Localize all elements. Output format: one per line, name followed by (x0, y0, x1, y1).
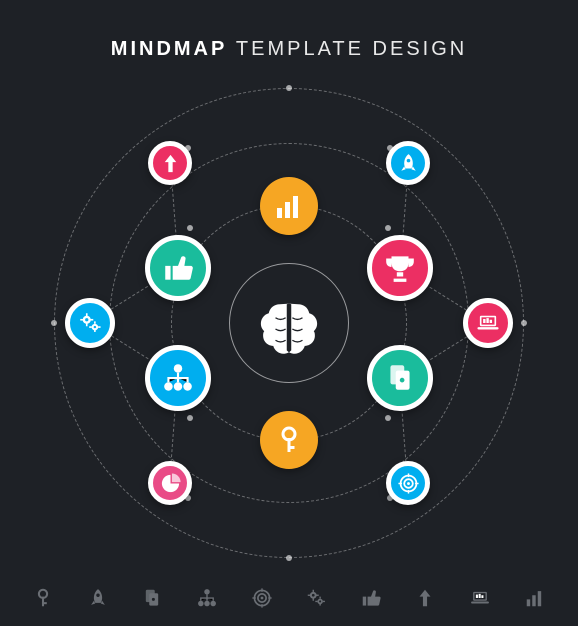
title-thin: TEMPLATE DESIGN (236, 38, 467, 60)
key-icon (273, 424, 305, 456)
thumbs-node (145, 235, 211, 301)
orbit-dot (187, 225, 193, 231)
orbit-dot (51, 320, 57, 326)
arrow-up-icon (159, 152, 182, 175)
orbit-dot (385, 225, 391, 231)
network-node (145, 345, 211, 411)
rocket-icon (87, 587, 109, 614)
target-node (386, 461, 430, 505)
hierarchy-icon (196, 587, 218, 614)
footer-icon-row (0, 587, 578, 614)
rocket-node (386, 141, 430, 185)
chart-node (260, 177, 318, 235)
page-title: MINDMAP TEMPLATE DESIGN (0, 38, 578, 61)
orbit-dot (187, 415, 193, 421)
documents-icon (141, 587, 163, 614)
orbit-dot (521, 320, 527, 326)
hierarchy-icon (161, 361, 195, 395)
bar-chart-icon (524, 587, 546, 614)
title-bold: MINDMAP (111, 38, 228, 60)
gears-icon (77, 310, 103, 336)
pie-node (148, 461, 192, 505)
target-icon (251, 587, 273, 614)
thumbs-up-icon (161, 251, 195, 285)
orbit-dot (385, 415, 391, 421)
thumbs-up-icon (360, 587, 382, 614)
bar-chart-icon (273, 190, 305, 222)
arrow-node (148, 141, 192, 185)
gears-node (65, 298, 115, 348)
orbit-dot (286, 85, 292, 91)
rocket-icon (397, 152, 420, 175)
documents-icon (383, 361, 417, 395)
trophy-node (367, 235, 433, 301)
laptop-node (463, 298, 513, 348)
pie-icon (159, 472, 182, 495)
docs-node (367, 345, 433, 411)
orbit-dot (286, 555, 292, 561)
gears-icon (305, 587, 327, 614)
key-node (260, 411, 318, 469)
key-icon (32, 587, 54, 614)
laptop-icon (475, 310, 501, 336)
trophy-icon (383, 251, 417, 285)
arrow-up-icon (414, 587, 436, 614)
mindmap-diagram (0, 78, 578, 568)
target-icon (397, 472, 420, 495)
laptop-icon (469, 587, 491, 614)
brain-icon (253, 293, 325, 370)
